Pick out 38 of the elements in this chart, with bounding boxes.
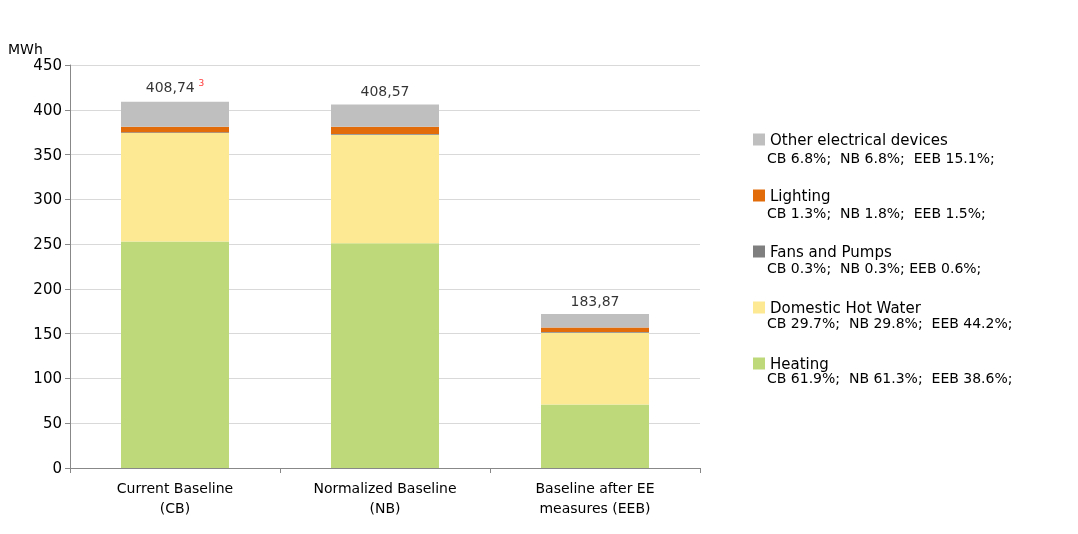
bar bbox=[541, 404, 649, 468]
bar bbox=[121, 133, 229, 242]
y-tick-label: 350 bbox=[33, 145, 62, 164]
bar bbox=[121, 101, 229, 127]
bar bbox=[541, 327, 649, 332]
y-axis-title: MWh bbox=[8, 41, 43, 57]
text: CB 1.3%; NB 1.8%; EEB 1.5%; bbox=[767, 205, 986, 221]
bar bbox=[331, 134, 439, 244]
bar bbox=[121, 241, 229, 468]
y-tick-label: 450 bbox=[33, 56, 62, 74]
legend-label: Lighting bbox=[770, 186, 831, 205]
bar bbox=[331, 243, 439, 468]
legend-label: Domestic Hot Water bbox=[770, 298, 922, 317]
annotation: 183,87 bbox=[570, 292, 620, 309]
y-tick-label: 100 bbox=[33, 369, 62, 388]
y-tick-label: 400 bbox=[33, 100, 62, 119]
bar bbox=[541, 313, 649, 328]
x-tick-label: Baseline after EE measures (EEB) bbox=[535, 480, 655, 516]
y-tick-label: 200 bbox=[33, 279, 62, 298]
text: CB 0.3%; NB 0.3%; EEB 0.6%; bbox=[767, 260, 982, 276]
bar bbox=[541, 332, 649, 405]
y-tick-label: 50 bbox=[42, 414, 62, 433]
x-tick-label: Normalized Baseline (NB) bbox=[313, 480, 457, 516]
x-tick-label: Current Baseline (CB) bbox=[116, 480, 234, 516]
text: CB 6.8%; NB 6.8%; EEB 15.1%; bbox=[767, 150, 995, 166]
text: CB 61.9%; NB 61.3%; EEB 38.6%; bbox=[767, 370, 1013, 386]
bar bbox=[121, 126, 229, 133]
y-tick-label: 150 bbox=[33, 324, 62, 343]
legend-label: Other electrical devices bbox=[770, 130, 949, 149]
bar bbox=[331, 104, 439, 127]
y-tick-label: 0 bbox=[52, 459, 62, 477]
y-tick-label: 300 bbox=[33, 190, 62, 209]
legend-label: Fans and Pumps bbox=[770, 242, 892, 261]
y-tick-label: 250 bbox=[33, 235, 62, 254]
text: CB 29.7%; NB 29.8%; EEB 44.2%; bbox=[767, 315, 1013, 331]
annotation: 408,57 bbox=[360, 83, 410, 100]
bar bbox=[331, 126, 439, 134]
legend-label: Heating bbox=[770, 354, 829, 373]
